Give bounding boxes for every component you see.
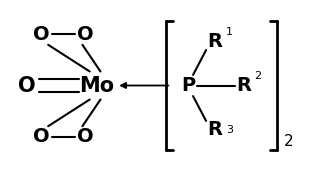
Text: P: P (182, 76, 196, 95)
Text: O: O (33, 127, 49, 146)
Text: Mo: Mo (79, 76, 114, 95)
Text: 1: 1 (226, 28, 233, 37)
Text: O: O (33, 25, 49, 44)
Text: R: R (208, 120, 223, 139)
Text: 2: 2 (255, 71, 262, 81)
Text: O: O (18, 76, 36, 95)
Text: O: O (77, 25, 94, 44)
Text: 3: 3 (226, 125, 233, 135)
FancyArrowPatch shape (121, 83, 168, 88)
Text: R: R (236, 76, 251, 95)
Text: 2: 2 (284, 134, 293, 149)
Text: R: R (208, 32, 223, 51)
Text: O: O (77, 127, 94, 146)
